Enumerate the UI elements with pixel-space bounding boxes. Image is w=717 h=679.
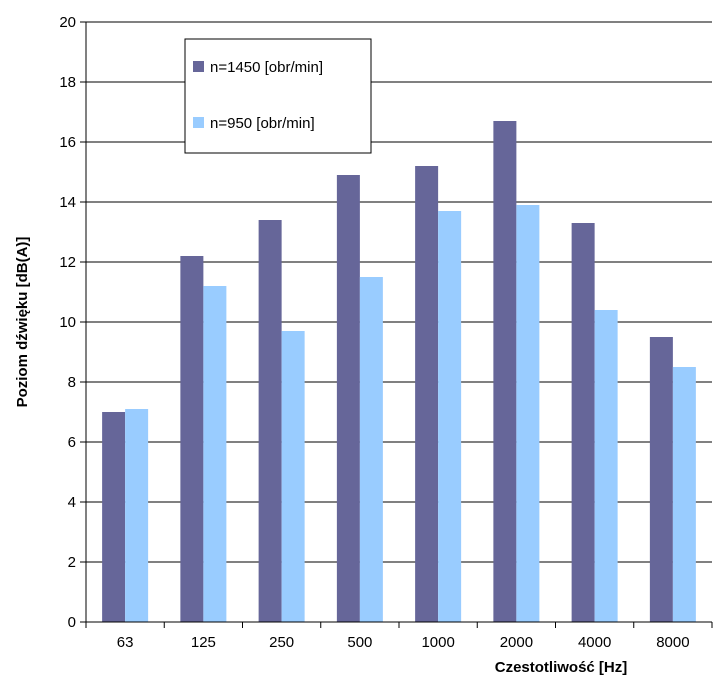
bar-n1450-500 (336, 175, 360, 622)
y-tick-label: 4 (68, 494, 76, 511)
y-tick-label: 16 (59, 134, 76, 151)
y-tick-label: 10 (59, 314, 76, 331)
bar-n950-2000 (516, 205, 540, 622)
bar-n950-8000 (672, 367, 696, 622)
x-axis-title: Czestotliwość [Hz] (495, 659, 628, 676)
y-tick-label: 6 (68, 434, 76, 451)
bar-n950-125 (203, 286, 227, 622)
legend-label-n950: n=950 [obr/min] (210, 115, 315, 132)
x-tick-labels: 63 125 250 500 1000 2000 4000 8000 (85, 622, 713, 651)
legend-box (184, 38, 372, 154)
bar-n1450-8000 (649, 337, 673, 622)
x-tick-label: 125 (191, 634, 216, 651)
y-tick-label: 0 (68, 614, 76, 631)
x-tick-label: 8000 (656, 634, 689, 651)
legend-label-n1450: n=1450 [obr/min] (210, 59, 323, 76)
y-axis-title: Poziom dźwięku [dB(A)] (14, 237, 31, 408)
y-tick-label: 14 (59, 194, 76, 211)
x-tick-label: 63 (117, 634, 134, 651)
bar-n950-250 (281, 331, 305, 622)
bar-n1450-1000 (415, 166, 439, 622)
bar-n1450-63 (102, 412, 126, 622)
x-tick-label: 4000 (578, 634, 611, 651)
x-tick-label: 2000 (500, 634, 533, 651)
bar-n950-1000 (438, 211, 462, 622)
legend: n=1450 [obr/min] n=950 [obr/min] (184, 38, 372, 154)
x-tick-label: 1000 (421, 634, 454, 651)
x-tick-label: 250 (269, 634, 294, 651)
bar-n950-4000 (594, 310, 618, 622)
bar-n1450-4000 (571, 223, 595, 622)
bar-n1450-125 (180, 256, 204, 622)
y-tick-label: 2 (68, 554, 76, 571)
legend-swatch-n950 (193, 117, 204, 128)
y-tick-label: 12 (59, 254, 76, 271)
y-tick-label: 20 (59, 14, 76, 31)
y-tick-labels: 0 2 4 6 8 10 12 14 16 18 20 (59, 14, 86, 631)
bar-n950-500 (359, 277, 383, 622)
bars (102, 121, 696, 622)
gridlines (86, 21, 712, 563)
y-tick-label: 18 (59, 74, 76, 91)
x-tick-label: 500 (347, 634, 372, 651)
y-tick-label: 8 (68, 374, 76, 391)
legend-swatch-n1450 (193, 61, 204, 72)
bar-n1450-250 (258, 220, 282, 622)
bar-n1450-2000 (493, 121, 517, 622)
bar-n950-63 (125, 409, 149, 622)
